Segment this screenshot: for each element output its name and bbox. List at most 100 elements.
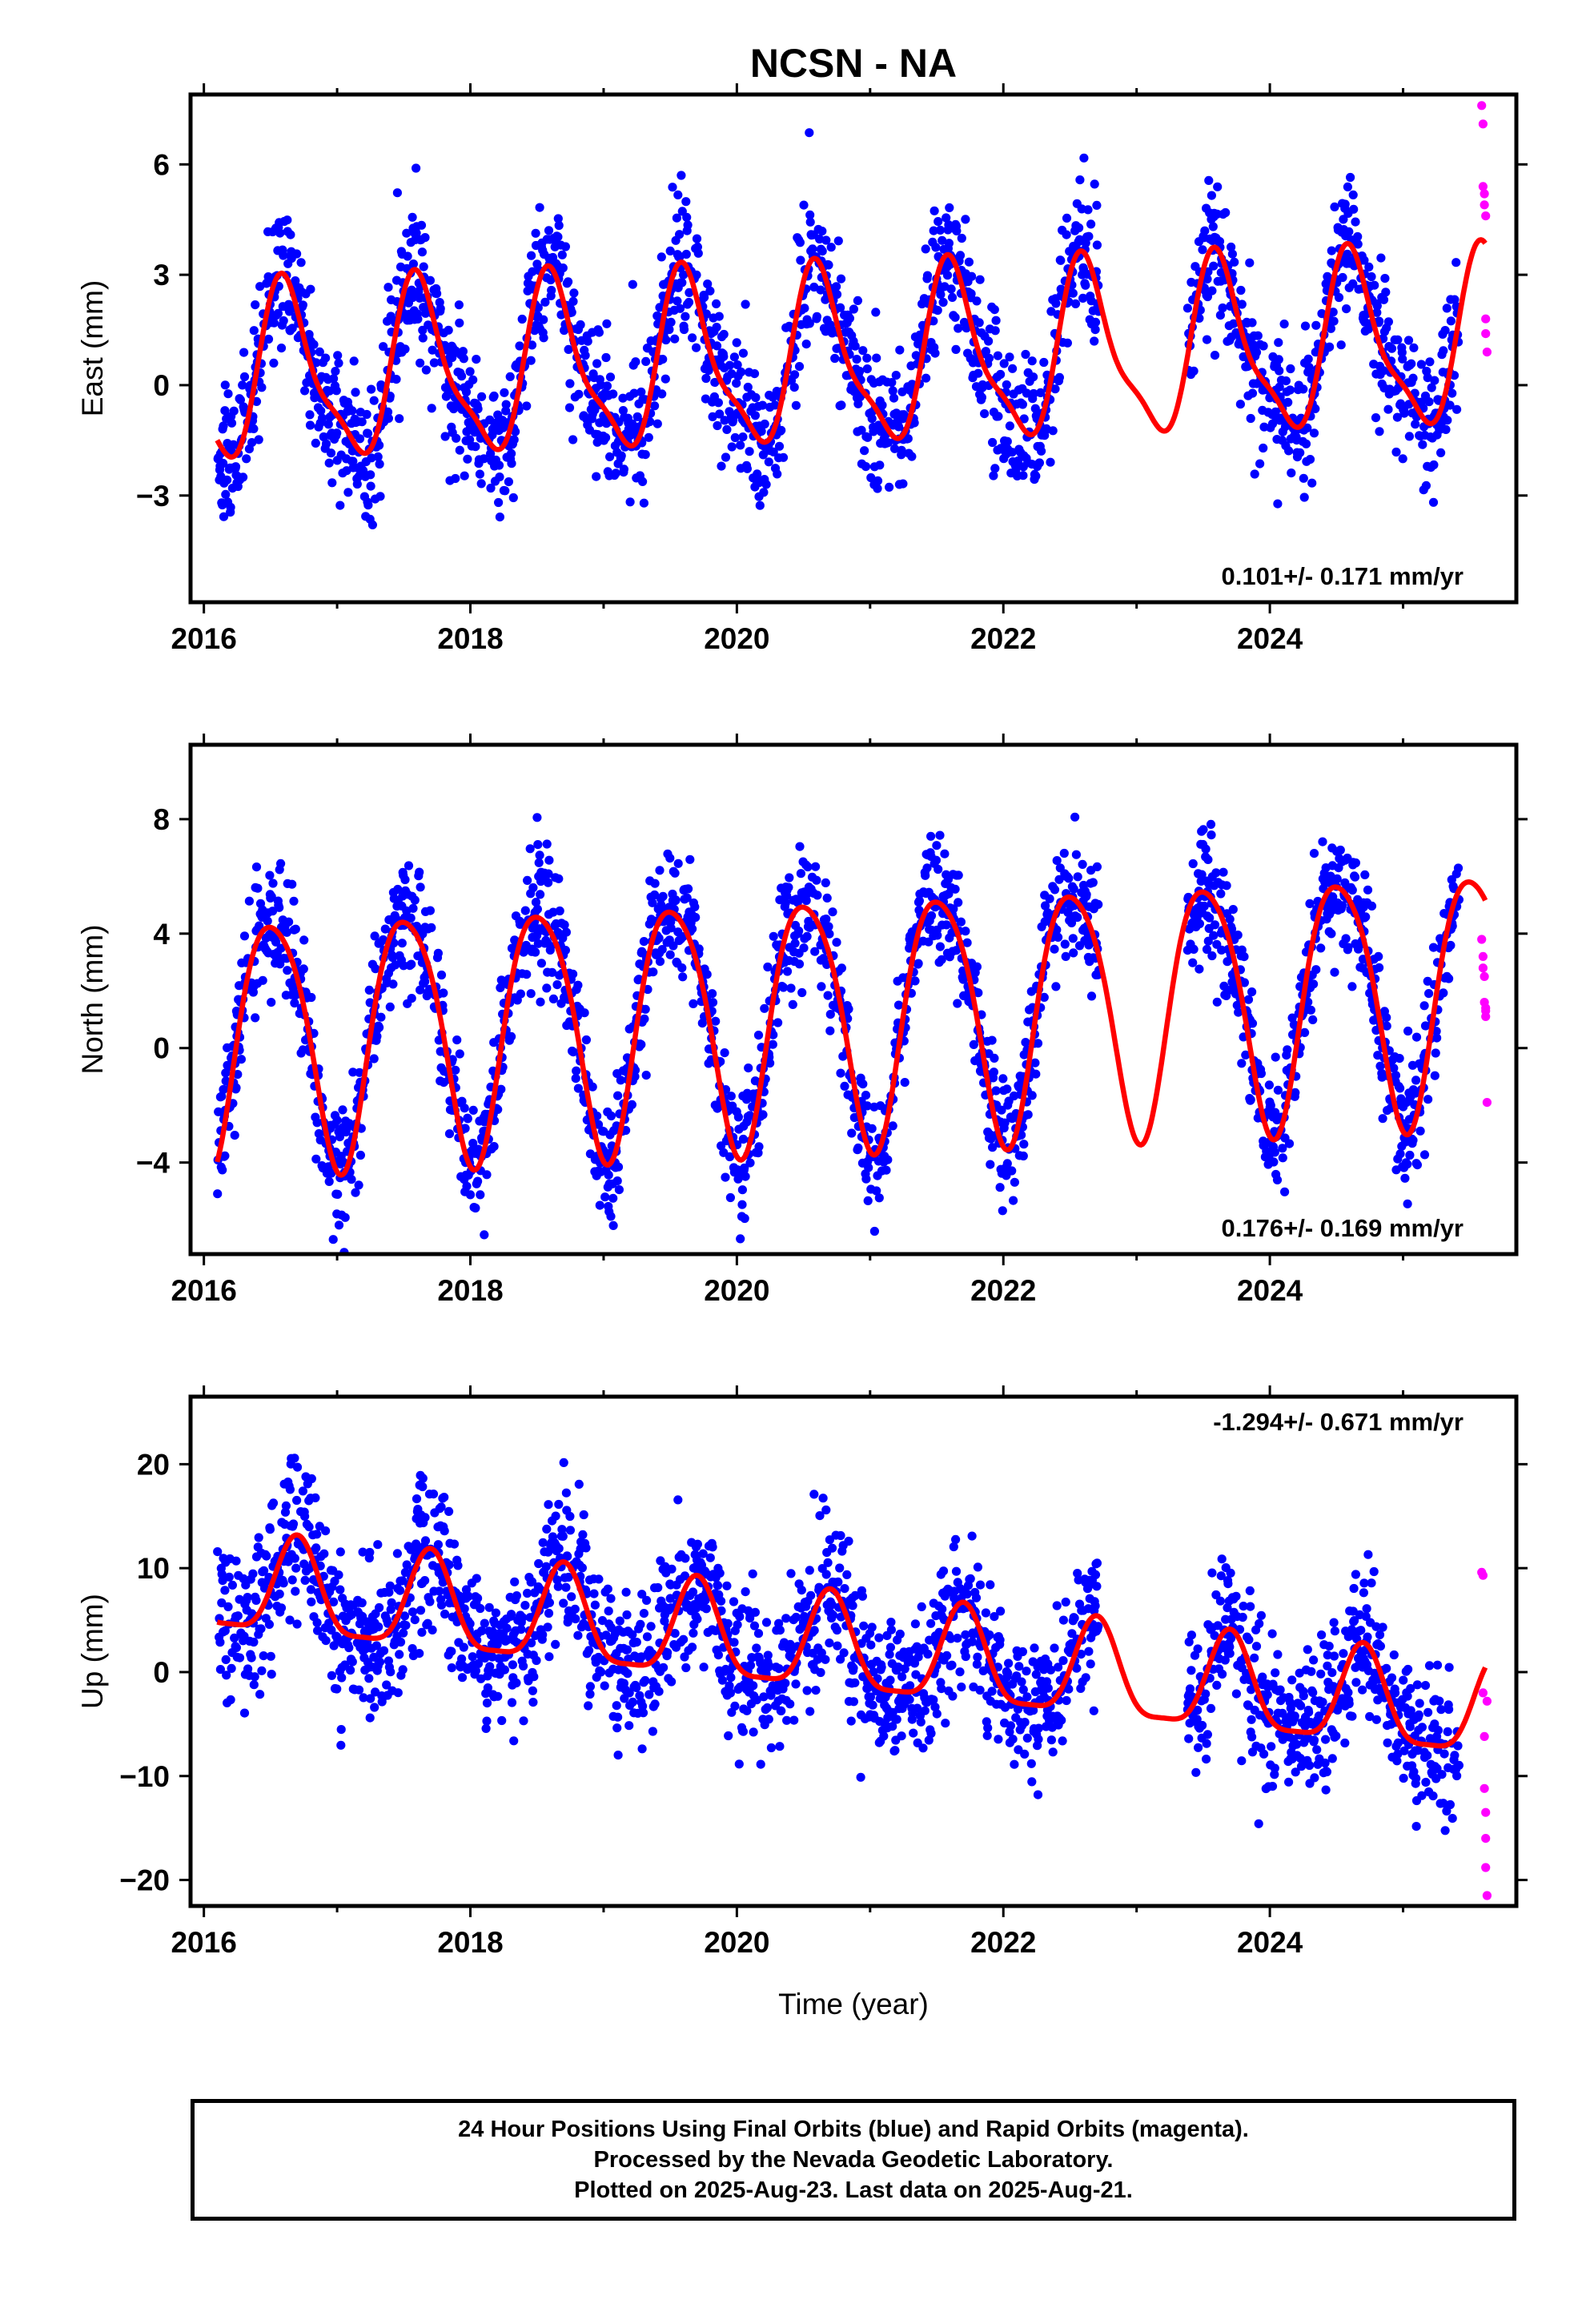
east-final-orbit-point [893,422,904,432]
east-rapid-orbit-point [1480,189,1489,199]
north-final-orbit-point [348,1068,358,1077]
east-final-orbit-point [1380,274,1390,283]
up-final-orbit-point [447,1647,456,1656]
east-final-orbit-point [722,424,732,435]
north-final-orbit-point [863,1196,873,1205]
east-final-orbit-point [560,242,571,251]
north-final-orbit-point [523,875,532,885]
east-final-orbit-point [673,190,683,199]
east-final-orbit-point [737,367,746,377]
north-final-orbit-point [689,999,698,1008]
east-final-orbit-point [1428,497,1439,507]
north-trend-annotation: 0.176+/- 0.169 mm/yr [1222,1214,1464,1242]
north-final-orbit-point [832,938,841,947]
east-final-orbit-point [1387,344,1397,353]
east-final-orbit-point [670,334,680,344]
north-final-orbit-point [881,1165,891,1175]
north-final-orbit-point [1264,1080,1274,1090]
north-final-orbit-point [640,1014,649,1023]
east-final-orbit-point [239,472,248,482]
east-final-orbit-point [574,389,584,399]
up-final-orbit-point [400,1567,410,1578]
north-final-orbit-point [334,1220,344,1230]
north-final-orbit-point [655,866,665,875]
east-final-orbit-point [616,451,626,460]
up-final-orbit-point [518,1613,528,1622]
east-final-orbit-point [395,414,404,424]
north-final-orbit-point [694,944,704,954]
north-final-orbit-point [934,864,943,875]
east-final-orbit-point [1203,274,1212,283]
east-final-orbit-point [683,220,693,230]
up-final-orbit-point [529,1672,539,1682]
up-final-orbit-point [251,1595,261,1605]
north-final-orbit-point [883,1155,893,1164]
east-final-orbit-point [738,432,748,442]
up-final-orbit-point [265,1525,275,1534]
east-final-orbit-point [738,348,749,358]
north-final-orbit-point [548,994,559,1003]
up-final-orbit-point [276,1603,287,1613]
up-final-orbit-point [440,1493,449,1502]
north-final-orbit-point [1360,870,1370,879]
east-final-orbit-point [1376,253,1386,263]
north-y-tick-label: 4 [153,918,170,951]
north-final-orbit-point [1010,1177,1019,1187]
up-final-orbit-point [227,1580,237,1590]
east-final-orbit-point [1353,239,1363,249]
east-final-orbit-point [347,406,357,416]
up-final-orbit-point [468,1652,477,1662]
east-final-orbit-point [509,435,519,444]
east-final-orbit-point [1236,285,1246,296]
east-final-orbit-point [714,312,724,321]
north-final-orbit-point [745,1158,755,1168]
east-final-orbit-point [605,452,615,462]
up-final-orbit-point [440,1609,450,1619]
east-final-orbit-point [412,163,421,173]
east-final-orbit-point [1409,343,1419,352]
north-final-orbit-point [548,967,557,977]
east-final-orbit-point [465,367,475,376]
north-final-orbit-point [1199,825,1208,834]
north-final-orbit-point [627,1100,637,1109]
up-final-orbit-point [420,1536,431,1546]
east-final-orbit-point [251,300,260,310]
east-final-orbit-point [1090,336,1099,346]
east-final-orbit-point [219,512,229,521]
east-final-orbit-point [796,255,805,265]
east-final-orbit-point [1303,354,1313,364]
east-final-orbit-point [1339,215,1348,224]
north-final-orbit-point [1189,944,1199,954]
north-final-orbit-point [837,963,846,973]
east-final-orbit-point [444,325,453,335]
north-final-orbit-point [940,849,950,858]
up-final-orbit-point [285,1615,295,1625]
up-final-orbit-point [227,1663,236,1673]
east-final-orbit-point [1007,448,1017,457]
east-final-orbit-point [1439,346,1448,356]
east-final-orbit-point [713,398,724,408]
north-rapid-orbit-point [1478,963,1488,973]
north-final-orbit-point [893,1000,904,1010]
east-final-orbit-point [276,344,287,353]
east-final-orbit-point [858,346,868,356]
north-final-orbit-point [1002,1159,1012,1168]
north-rapid-orbit-point [1481,1006,1491,1015]
north-final-orbit-point [427,923,436,932]
east-rapid-orbit-point [1481,314,1491,324]
north-final-orbit-point [480,1230,489,1240]
east-final-orbit-point [673,296,682,306]
east-final-orbit-point [1022,388,1031,398]
north-final-orbit-point [347,1175,356,1184]
up-final-orbit-point [612,1723,622,1733]
north-final-orbit-point [482,1170,492,1180]
east-y-axis-title: East (mm) [76,280,109,417]
east-final-orbit-point [413,314,423,324]
up-final-orbit-point [435,1586,444,1596]
north-final-orbit-point [636,1039,646,1049]
up-final-orbit-point [259,1651,268,1661]
east-final-orbit-point [305,410,315,420]
up-final-orbit-point [373,1540,383,1550]
up-final-orbit-point [370,1703,379,1712]
north-final-orbit-points [213,812,1464,1254]
